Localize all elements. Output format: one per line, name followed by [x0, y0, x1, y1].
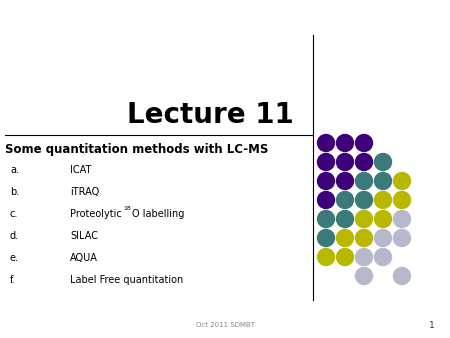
- Circle shape: [337, 135, 354, 151]
- Circle shape: [318, 211, 334, 227]
- Circle shape: [393, 230, 410, 246]
- Circle shape: [318, 248, 334, 266]
- Circle shape: [356, 230, 373, 246]
- Circle shape: [374, 192, 392, 209]
- Circle shape: [374, 230, 392, 246]
- Text: a.: a.: [10, 165, 19, 175]
- Circle shape: [356, 248, 373, 266]
- Text: d.: d.: [10, 231, 19, 241]
- Circle shape: [356, 135, 373, 151]
- Circle shape: [374, 153, 392, 170]
- Circle shape: [318, 135, 334, 151]
- Circle shape: [318, 230, 334, 246]
- Circle shape: [318, 153, 334, 170]
- Circle shape: [393, 211, 410, 227]
- Text: O labelling: O labelling: [132, 209, 184, 219]
- Circle shape: [337, 172, 354, 190]
- Circle shape: [356, 211, 373, 227]
- Text: Label Free quantitation: Label Free quantitation: [70, 275, 183, 285]
- Text: Some quantitation methods with LC-MS: Some quantitation methods with LC-MS: [5, 144, 268, 156]
- Circle shape: [393, 192, 410, 209]
- Circle shape: [356, 172, 373, 190]
- Text: 1: 1: [429, 320, 435, 330]
- Circle shape: [393, 172, 410, 190]
- Text: f.: f.: [10, 275, 16, 285]
- Circle shape: [318, 192, 334, 209]
- Text: b.: b.: [10, 187, 19, 197]
- Text: c.: c.: [10, 209, 18, 219]
- Circle shape: [337, 192, 354, 209]
- Text: e.: e.: [10, 253, 19, 263]
- Text: Proteolytic: Proteolytic: [70, 209, 125, 219]
- Circle shape: [356, 267, 373, 285]
- Circle shape: [374, 172, 392, 190]
- Circle shape: [318, 172, 334, 190]
- Text: Lecture 11: Lecture 11: [126, 101, 293, 129]
- Circle shape: [356, 153, 373, 170]
- Text: SILAC: SILAC: [70, 231, 98, 241]
- Circle shape: [337, 211, 354, 227]
- Circle shape: [374, 248, 392, 266]
- Circle shape: [393, 267, 410, 285]
- Text: ICAT: ICAT: [70, 165, 91, 175]
- Circle shape: [337, 153, 354, 170]
- Circle shape: [337, 230, 354, 246]
- Circle shape: [337, 248, 354, 266]
- Circle shape: [374, 211, 392, 227]
- Text: Oct 2011 SDMBT: Oct 2011 SDMBT: [195, 322, 255, 328]
- Text: iTRAQ: iTRAQ: [70, 187, 99, 197]
- Text: 18: 18: [123, 207, 131, 212]
- Circle shape: [356, 192, 373, 209]
- Text: AQUA: AQUA: [70, 253, 98, 263]
